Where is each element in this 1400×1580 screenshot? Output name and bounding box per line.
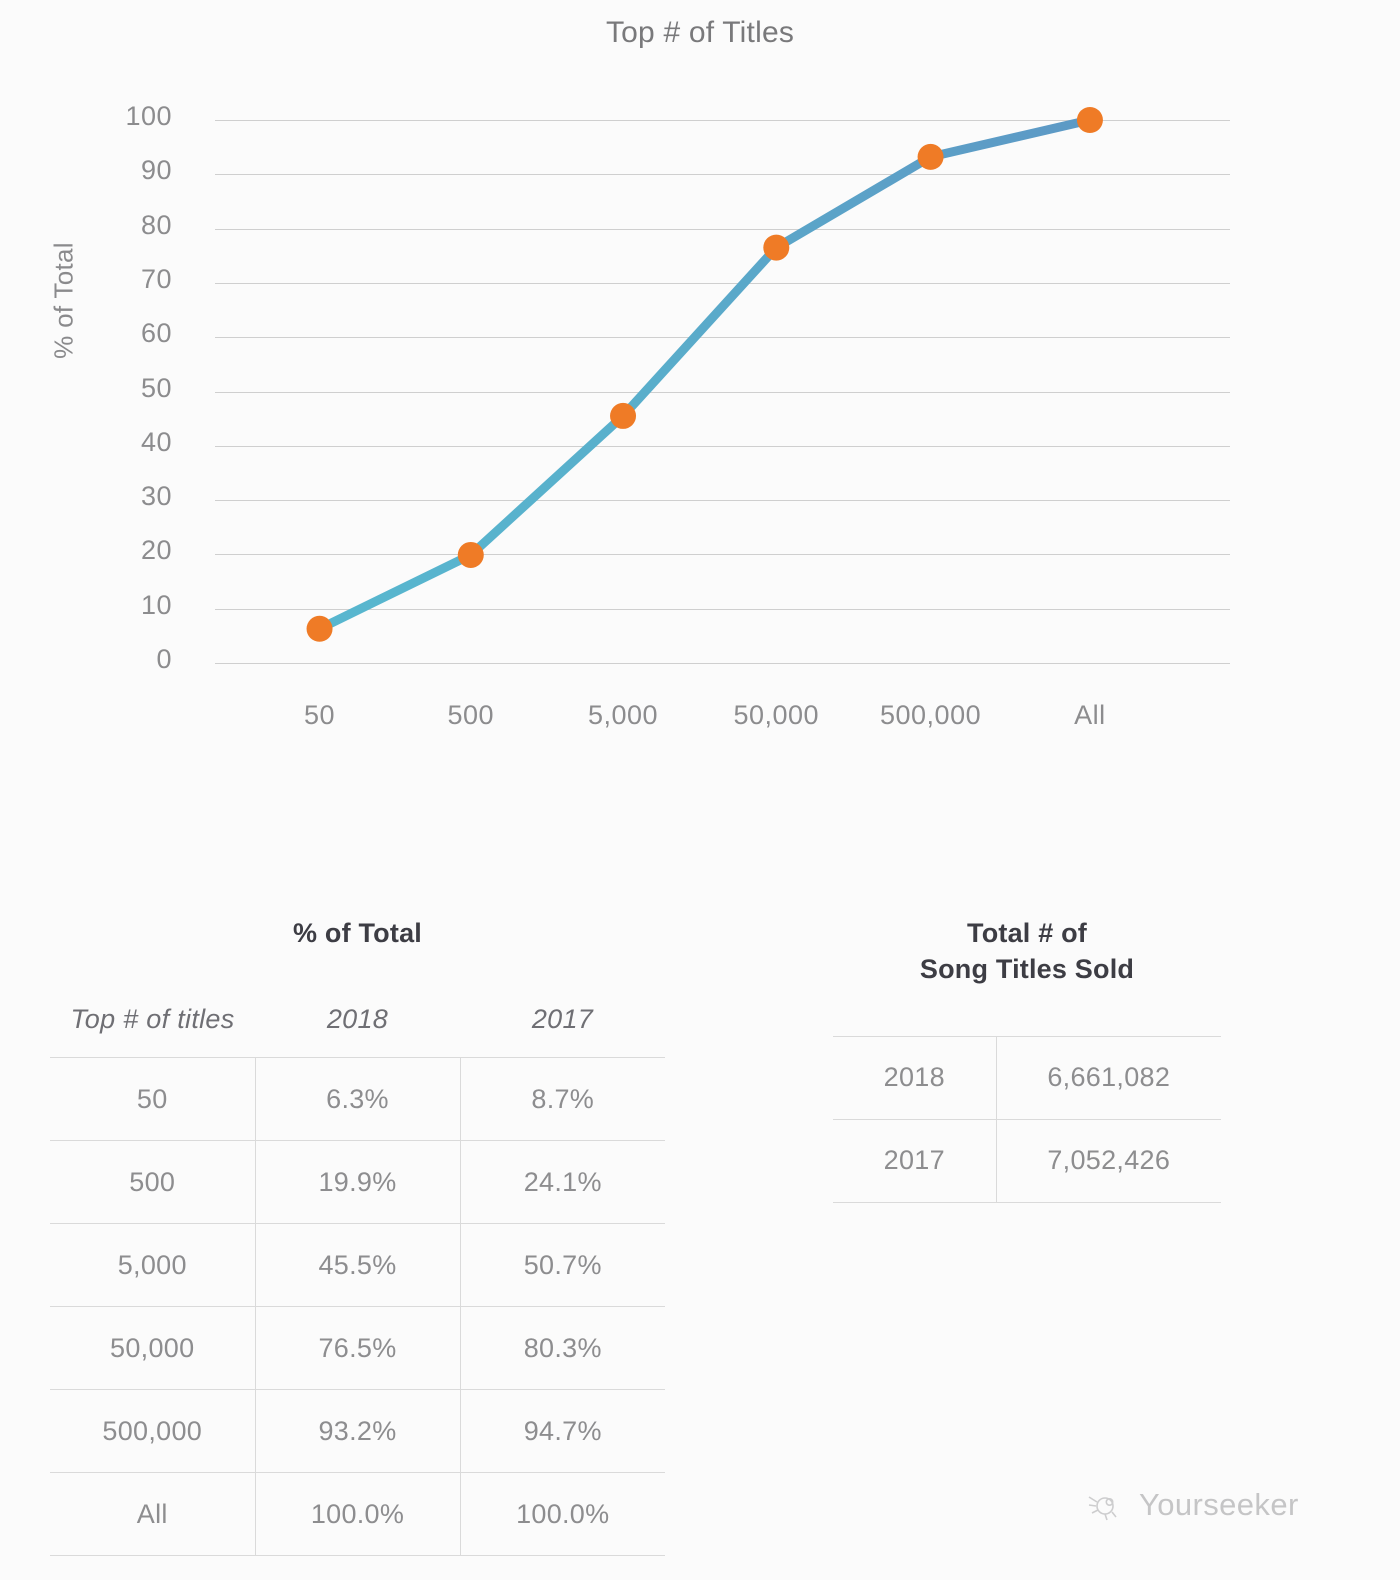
y-axis-tick-label: 70 <box>140 263 172 294</box>
y-axis-tick-label: 20 <box>140 535 172 566</box>
column-header-2017: 2017 <box>531 1003 594 1034</box>
table-row: 2017 7,052,426 <box>833 1118 1221 1203</box>
table-cell: 93.2% <box>254 1389 460 1473</box>
total-titles-sold-table-block: Total # of Song Titles Sold 2018 6,661,08… <box>833 915 1221 1203</box>
y-axis-tick-label: 30 <box>140 481 172 512</box>
x-axis-ticks: 50 500 5,000 50,000 500,000 All <box>215 700 1230 744</box>
table-cell: 76.5% <box>254 1306 460 1390</box>
table-cell: 100.0% <box>254 1472 460 1557</box>
table-cell: 6,661,082 <box>995 1035 1221 1120</box>
percent-of-total-table-block: % of Total Top # of titles 2018 2017 50 6… <box>50 915 665 1557</box>
table-cell: 50.7% <box>459 1223 665 1307</box>
table-cell: 50,000 <box>50 1306 255 1390</box>
table-header-row: Top # of titles 2018 2017 <box>50 991 665 1058</box>
y-axis-tick-label: 50 <box>140 372 172 403</box>
y-axis-tick-label: 80 <box>140 209 172 240</box>
gridline <box>215 500 1230 502</box>
gridline <box>215 174 1230 176</box>
data-point-marker <box>917 143 944 170</box>
yourseeker-logo-icon <box>1088 1496 1117 1521</box>
gridline <box>215 445 1230 447</box>
table-body: 50 6.3% 8.7% 500 19.9% 24.1% 5,000 45.5% 50.7% 50… <box>50 1057 665 1557</box>
table-cell: 94.7% <box>459 1389 665 1473</box>
table-cell: 6.3% <box>254 1057 460 1141</box>
left-table-title: % of Total <box>293 918 422 948</box>
data-point-marker <box>1076 107 1103 133</box>
table-row: All 100.0% 100.0% <box>50 1472 665 1557</box>
x-axis-tick-label: 500,000 <box>880 700 982 730</box>
right-table-title-line2: Song Titles Sold <box>919 954 1135 985</box>
data-point-marker <box>763 234 790 261</box>
table-cell: 500,000 <box>50 1389 255 1473</box>
table-cell: 500 <box>50 1140 255 1224</box>
data-point-marker <box>610 402 637 429</box>
gridline <box>215 337 1230 339</box>
table-cell: 2018 <box>833 1035 997 1120</box>
chart-plot-svg <box>306 107 1103 642</box>
table-row: 500,000 93.2% 94.7% <box>50 1389 665 1473</box>
table-row: 500 19.9% 24.1% <box>50 1140 665 1224</box>
table-row: 2018 6,661,082 <box>833 1035 1221 1120</box>
table-row: 50 6.3% 8.7% <box>50 1057 665 1141</box>
right-table-title: Total # of Song Titles Sold <box>833 915 1221 988</box>
table-cell: 7,052,426 <box>995 1118 1221 1203</box>
x-axis-tick-label: All <box>1074 700 1106 730</box>
column-header-top-titles: Top # of titles <box>70 1003 235 1034</box>
gridline <box>215 282 1230 284</box>
data-point-marker <box>306 615 333 642</box>
table-cell: 2017 <box>833 1118 997 1203</box>
table-cell: 45.5% <box>254 1223 460 1307</box>
table-cell: 24.1% <box>459 1140 665 1224</box>
y-axis-tick-label: 100 <box>125 101 172 131</box>
table-row: 50,000 76.5% 80.3% <box>50 1306 665 1390</box>
chart-panel: Top # of Titles % of Total 100 90 80 70 60 50… <box>49 16 1230 744</box>
gridline <box>215 391 1230 393</box>
y-axis-tick-label: 40 <box>140 426 172 457</box>
column-header-2018: 2018 <box>326 1003 389 1034</box>
table-body: 2018 6,661,082 2017 7,052,426 <box>833 1035 1221 1203</box>
table-cell: 8.7% <box>459 1057 665 1141</box>
table-cell: 100.0% <box>459 1472 665 1557</box>
table-row: 5,000 45.5% 50.7% <box>50 1223 665 1307</box>
plot-area <box>215 120 1230 664</box>
table-cell: 5,000 <box>50 1223 255 1307</box>
chart-title: Top # of Titles <box>605 16 795 49</box>
watermark-text: Yourseeker <box>1139 1487 1299 1522</box>
series-markers <box>306 107 1103 642</box>
y-axis-tick-label: 90 <box>140 155 172 186</box>
table-cell: 80.3% <box>459 1306 665 1390</box>
y-axis-tick-label: 0 <box>156 644 172 674</box>
watermark: Yourseeker <box>1085 1487 1299 1523</box>
x-axis-tick-label: 500 <box>447 700 495 730</box>
gridline <box>215 663 1230 664</box>
table-cell: All <box>50 1472 255 1557</box>
right-table-title-line1: Total # of <box>967 918 1087 948</box>
gridline <box>215 228 1230 230</box>
x-axis-tick-label: 5,000 <box>587 700 659 730</box>
x-axis-tick-label: 50 <box>304 700 336 730</box>
table-cell: 50 <box>50 1057 255 1141</box>
percent-of-total-table: Top # of titles 2018 2017 50 6.3% 8.7% 500 1… <box>50 991 665 1557</box>
table-cell: 19.9% <box>254 1140 460 1224</box>
x-axis-tick-label: 50,000 <box>733 700 820 730</box>
y-axis-tick-label: 60 <box>140 318 172 349</box>
series-line-2018 <box>315 115 1095 634</box>
data-point-marker <box>457 541 484 568</box>
gridline <box>215 554 1230 556</box>
y-axis-tick-label: 10 <box>140 589 172 620</box>
gridline <box>215 120 1230 121</box>
total-titles-sold-table: 2018 6,661,082 2017 7,052,426 <box>833 1035 1221 1203</box>
gridline <box>215 608 1230 610</box>
